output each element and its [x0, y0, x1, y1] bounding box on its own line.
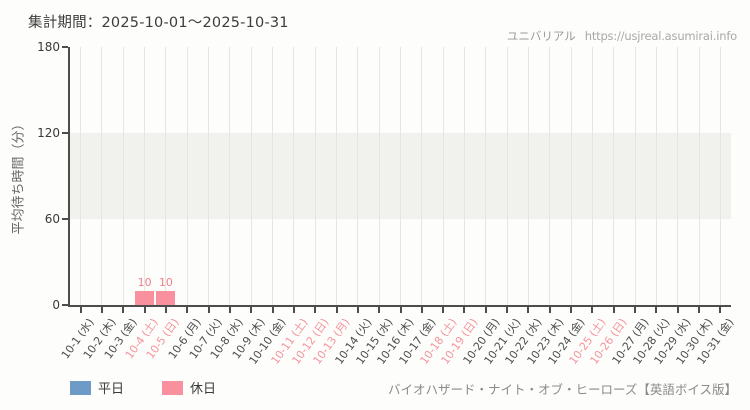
y-tick	[62, 304, 68, 306]
plot-gridline	[357, 47, 359, 305]
weekday-color-swatch	[70, 380, 91, 395]
x-tick	[548, 307, 551, 313]
plot-gridline	[122, 47, 124, 305]
x-tick	[271, 307, 274, 313]
plot-gridline	[80, 47, 82, 305]
plot-gridline	[101, 47, 103, 305]
plot-gridline	[208, 47, 210, 305]
x-tick	[484, 307, 487, 313]
x-tick	[612, 307, 615, 313]
chart-legend: 平日 休日	[70, 378, 216, 397]
bar-value-label-10-4: 10	[137, 275, 152, 289]
plot-gridline	[314, 47, 316, 305]
aggregation-period-title: 集計期間：2025-10-01～2025-10-31	[28, 15, 289, 31]
plot-gridline	[293, 47, 295, 305]
plot-gridline	[250, 47, 252, 305]
y-tick	[62, 132, 68, 134]
y-tick-label: 180	[37, 40, 60, 54]
y-axis-line	[68, 47, 70, 307]
x-tick	[676, 307, 679, 313]
x-tick	[655, 307, 658, 313]
x-tick	[527, 307, 530, 313]
legend-item-weekday[interactable]: 平日	[70, 378, 124, 397]
y-tick-label: 0	[52, 298, 60, 312]
x-tick	[698, 307, 701, 313]
x-tick	[356, 307, 359, 313]
x-tick	[164, 307, 167, 313]
plot-gridline	[613, 47, 615, 305]
plot-gridline	[400, 47, 401, 305]
x-tick	[442, 307, 445, 313]
x-tick	[186, 307, 189, 313]
plot-gridline	[336, 47, 338, 305]
x-tick	[122, 307, 125, 313]
plot-gridline	[421, 47, 423, 305]
x-tick	[143, 307, 146, 313]
plot-gridline	[698, 47, 700, 305]
plot-gridline	[506, 47, 508, 305]
plot-gridline	[549, 47, 551, 305]
plot-gridline	[442, 47, 444, 305]
plot-gridline	[655, 47, 657, 305]
legend-item-holiday-label: 休日	[190, 382, 217, 397]
holiday-color-swatch	[162, 380, 184, 395]
x-tick	[292, 307, 295, 313]
plot-gridline	[634, 47, 636, 305]
y-tick-label: 60	[44, 212, 60, 226]
x-tick	[463, 307, 466, 313]
x-tick	[250, 307, 253, 313]
plot-gridline	[165, 47, 167, 305]
x-tick	[228, 307, 231, 313]
legend-item-weekday-label: 平日	[98, 382, 125, 397]
plot-gridline	[677, 47, 679, 305]
plot-gridline	[186, 47, 188, 305]
x-axis-line	[68, 305, 731, 307]
plot-gridline	[527, 47, 529, 305]
plot-gridline	[719, 47, 721, 305]
plot-gridline	[570, 47, 572, 305]
bar-value-label-10-5: 10	[158, 275, 173, 289]
plot-gridline	[485, 47, 487, 305]
x-tick	[570, 307, 573, 313]
y-tick-label: 120	[37, 126, 60, 140]
plot-gridline	[144, 47, 146, 305]
x-tick	[100, 307, 103, 313]
x-tick	[506, 307, 509, 313]
x-tick	[420, 307, 423, 313]
site-credit: ユニバリアル https://usjreal.asumirai.info	[507, 28, 737, 44]
attraction-name: バイオハザード・ナイト・オブ・ヒーローズ【英語ボイス版】	[387, 382, 737, 397]
x-tick	[79, 307, 82, 313]
plot-gridline	[229, 47, 231, 305]
plot-gridline	[463, 47, 465, 305]
x-tick	[634, 307, 637, 313]
legend-item-holiday[interactable]: 休日	[162, 378, 216, 397]
y-tick	[62, 46, 68, 48]
x-tick	[335, 307, 338, 313]
chart-plot-area: 0 60 120 180 10-1 (水) 10-2 (木) 10-3 (金) 10-4 (土…	[37, 40, 736, 367]
y-tick	[62, 218, 68, 220]
site-name: ユニバリアル	[506, 29, 576, 43]
x-tick	[207, 307, 210, 313]
plot-gridline	[378, 47, 380, 305]
site-url: https://usjreal.asumirai.info	[584, 29, 737, 43]
x-tick	[314, 307, 317, 313]
plot-gridline	[591, 47, 593, 305]
bar-10-4[interactable]	[135, 290, 155, 305]
x-tick	[399, 307, 402, 313]
x-tick	[591, 307, 594, 313]
x-tick	[719, 307, 722, 313]
bar-10-5[interactable]	[156, 290, 176, 305]
plot-gridline	[272, 47, 274, 305]
x-tick	[378, 307, 381, 313]
